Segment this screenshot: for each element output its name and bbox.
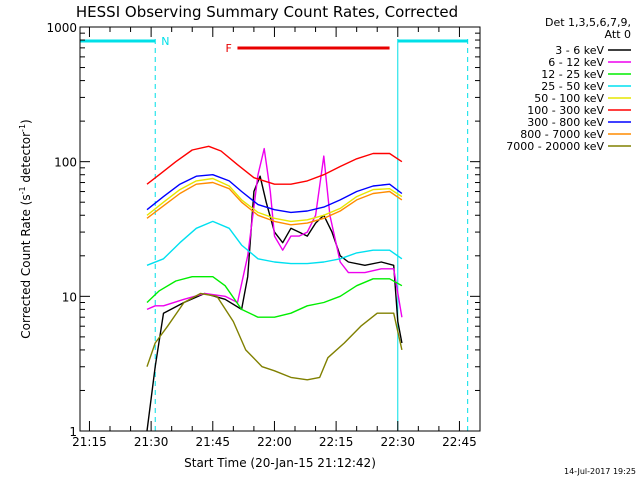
- y-tick-label: 10: [62, 290, 77, 304]
- date-stamp: 14-Jul-2017 19:25: [564, 467, 636, 476]
- series-line-2: [146, 147, 403, 318]
- x-tick-label: 21:30: [134, 435, 169, 449]
- x-tick-label: 22:15: [319, 435, 354, 449]
- x-tick-label: 22:00: [257, 435, 292, 449]
- x-tick-label: 21:15: [72, 435, 107, 449]
- y-tick-label: 100: [54, 156, 77, 170]
- chart-title: HESSI Observing Summary Count Rates, Cor…: [76, 3, 458, 21]
- legend-entry-label: 6 - 12 keV: [548, 56, 604, 69]
- legend-title-line-2: Att 0: [605, 28, 631, 41]
- legend-entry-label: 50 - 100 keV: [534, 92, 604, 105]
- night-label: N: [161, 35, 169, 48]
- series-line-1: [146, 175, 403, 431]
- flare-label: F: [225, 42, 231, 55]
- series-line-7: [146, 174, 403, 214]
- legend-entry-label: 3 - 6 keV: [555, 44, 604, 57]
- legend-entry-label: 7000 - 20000 keV: [506, 140, 604, 153]
- y-axis: 1 10 100 1000: [46, 21, 480, 439]
- legend-entry-label: 800 - 7000 keV: [520, 128, 604, 141]
- legend-entry-label: 12 - 25 keV: [541, 68, 604, 81]
- series-line-4: [146, 220, 403, 266]
- series-line-9: [146, 292, 403, 381]
- x-axis-label: Start Time (20-Jan-15 21:12:42): [184, 456, 376, 470]
- x-axis: 21:15 21:30 21:45 22:00 22:15 22:30 22:45: [72, 27, 477, 449]
- legend-entry-label: 300 - 800 keV: [527, 116, 604, 129]
- y-tick-label: 1000: [46, 21, 77, 35]
- legend-entry-label: 100 - 300 keV: [527, 104, 604, 117]
- y-axis-label: Corrected Count Rate (s-1 detector-1): [18, 119, 33, 338]
- plot-frame: [79, 26, 481, 432]
- legend-entry-label: 25 - 50 keV: [541, 80, 604, 93]
- series-line-8: [146, 181, 403, 226]
- x-tick-label: 22:45: [442, 435, 477, 449]
- series-layer: [146, 145, 403, 431]
- series-line-3: [146, 276, 403, 318]
- x-tick-label: 21:45: [195, 435, 230, 449]
- y-tick-label: 1: [69, 425, 77, 439]
- legend-title-line-1: Det 1,3,5,6,7,9,: [545, 16, 631, 29]
- series-line-6: [146, 145, 403, 185]
- series-line-5: [146, 177, 403, 223]
- x-tick-label: 22:30: [380, 435, 415, 449]
